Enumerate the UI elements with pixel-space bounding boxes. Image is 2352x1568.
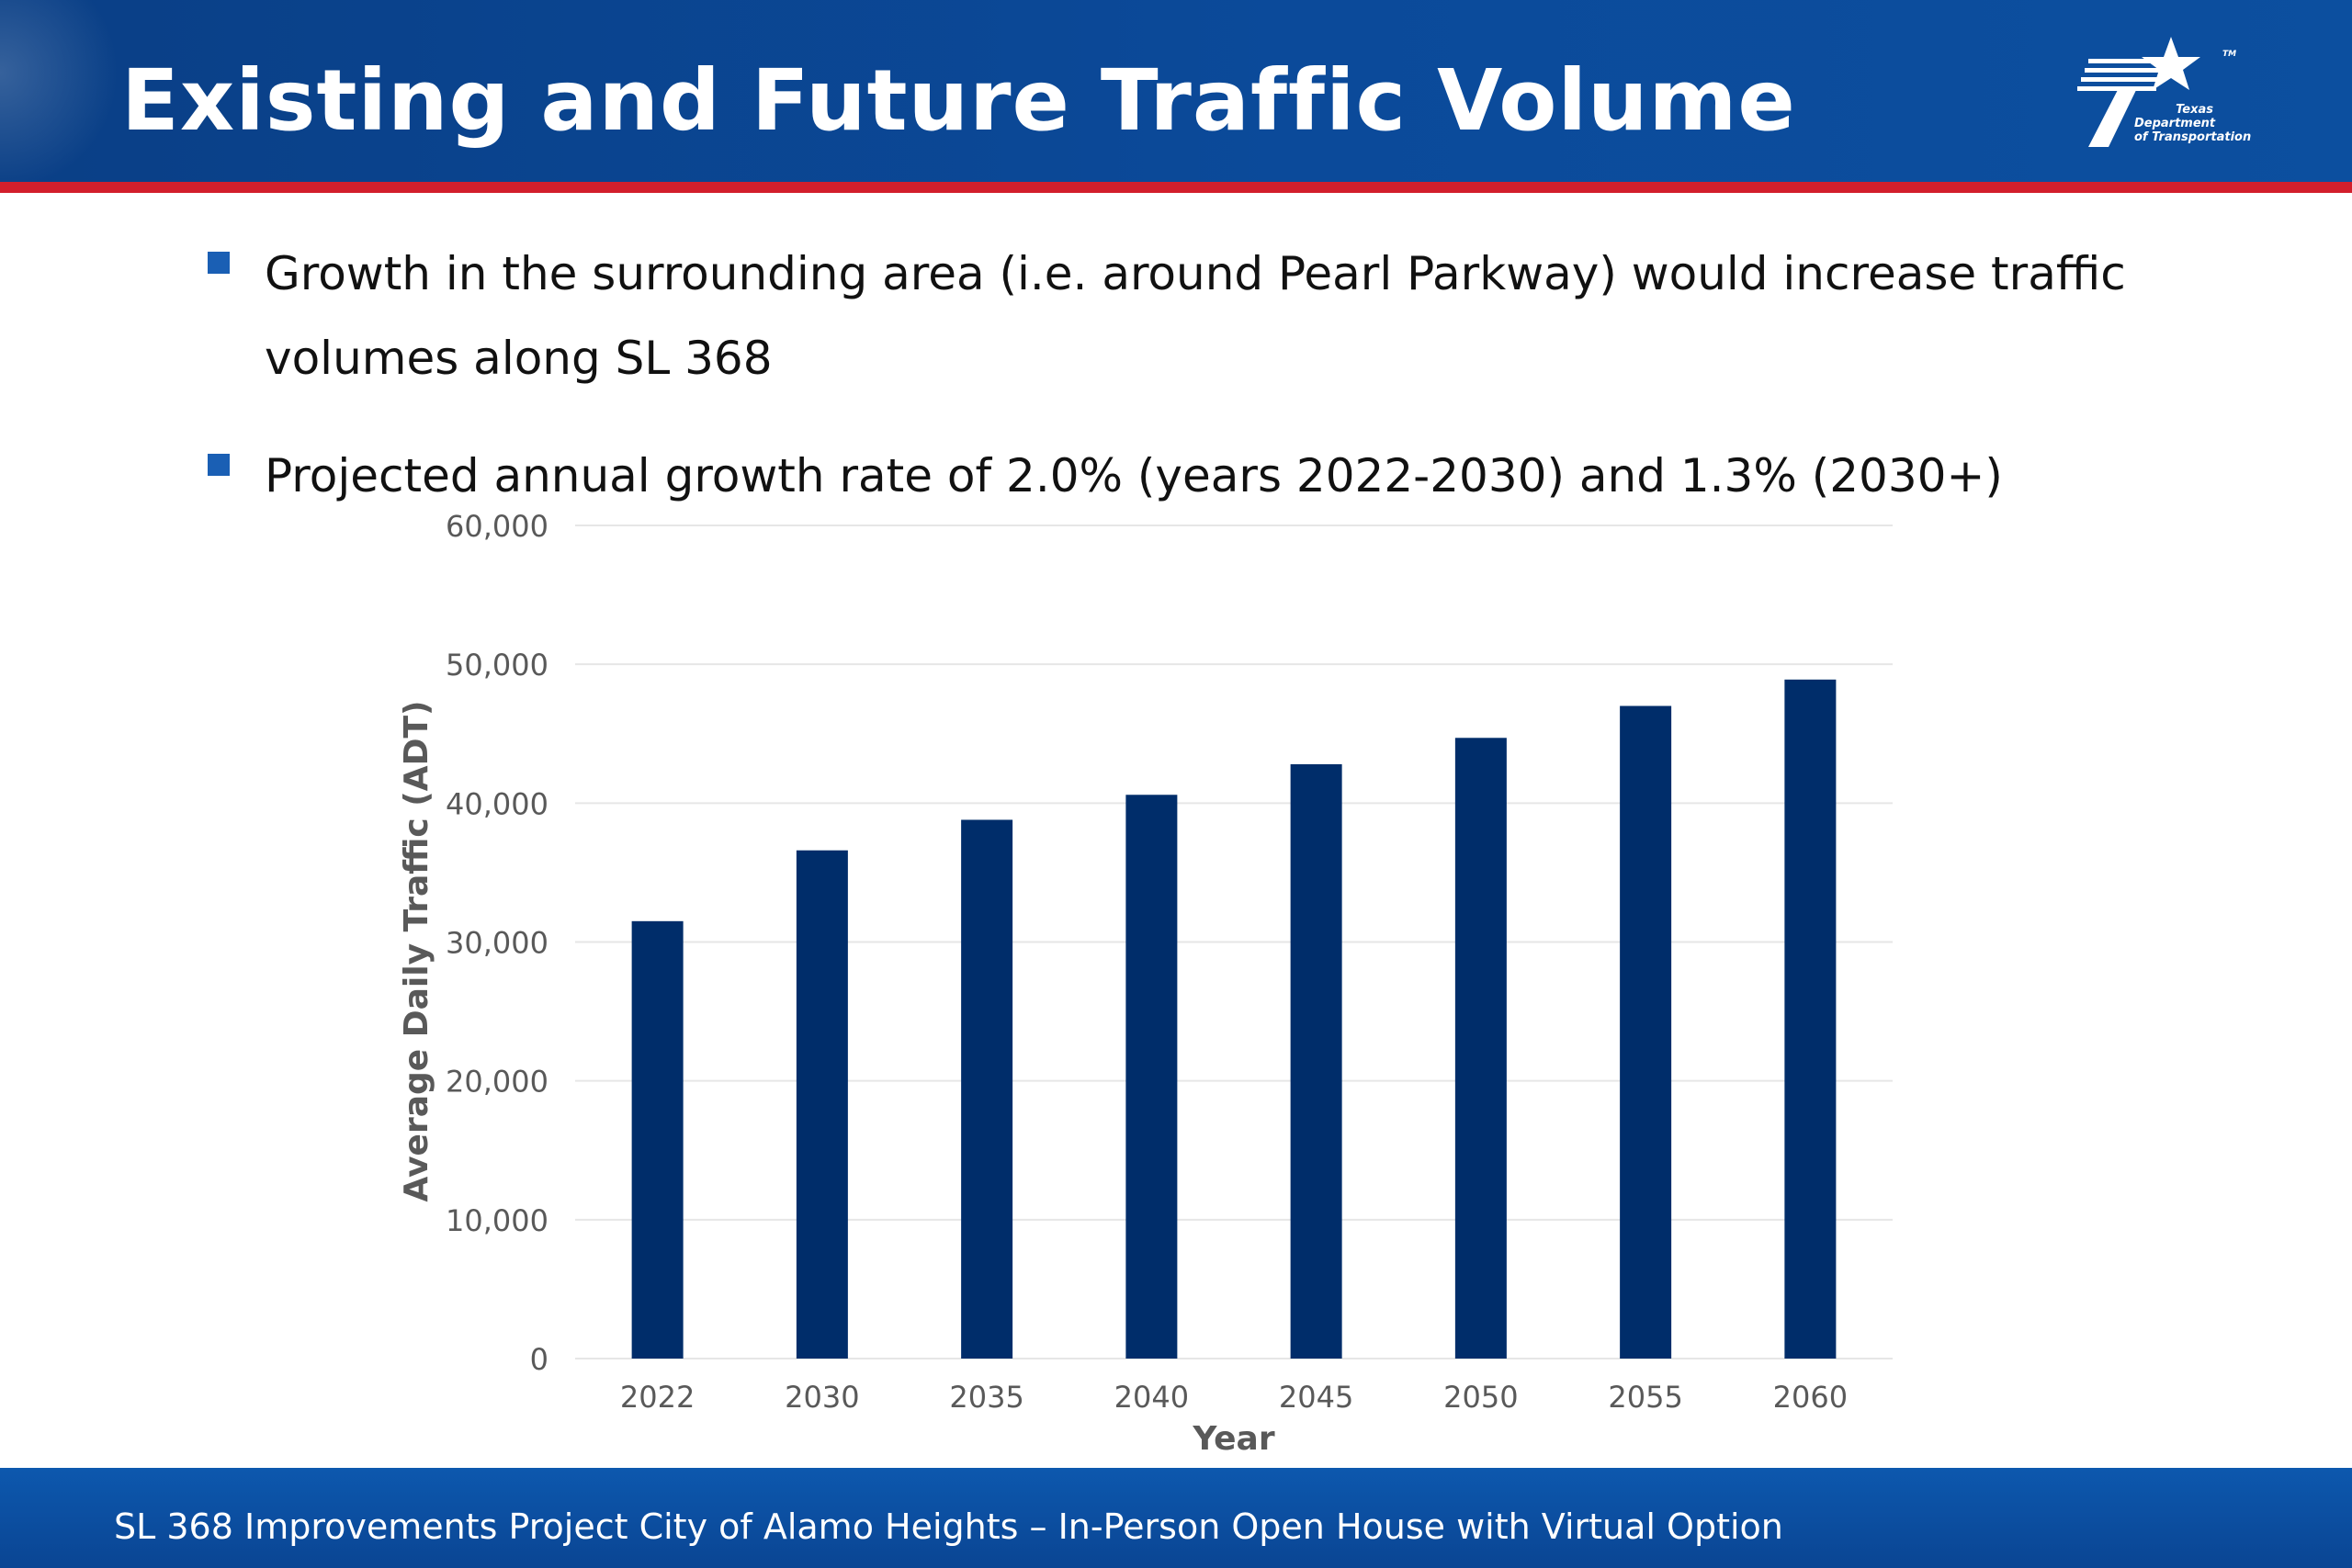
slide-title: Existing and Future Traffic Volume — [121, 51, 1796, 150]
bar-2040 — [1125, 795, 1178, 1359]
y-tick-label: 50,000 — [446, 648, 548, 682]
traffic-volume-bar-chart: 0 10,000 20,000 30,000 40,000 50,000 60,000 202… — [398, 509, 1893, 1458]
bullet-list: Growth in the surrounding area (i.e. aro… — [202, 231, 2242, 551]
bullet-item: Projected annual growth rate of 2.0% (ye… — [202, 434, 2242, 518]
x-tick-label: 2035 — [949, 1380, 1023, 1415]
x-tick-label: 2055 — [1608, 1380, 1682, 1415]
bar-2022 — [631, 920, 684, 1359]
logo-text-line-1: Texas — [2176, 103, 2213, 117]
y-tick-label: 0 — [530, 1342, 548, 1377]
txdot-logo: Texas Department of Transportation TM — [2072, 33, 2251, 154]
bullet-item: Growth in the surrounding area (i.e. aro… — [202, 231, 2242, 400]
bar-2045 — [1290, 764, 1342, 1359]
header-bar — [0, 0, 2352, 182]
header-accent-rule — [0, 182, 2352, 193]
logo-text-line-2: Department — [2134, 117, 2216, 130]
x-tick-label: 2060 — [1773, 1380, 1848, 1415]
x-tick-label: 2030 — [785, 1380, 859, 1415]
y-axis-title: Average Daily Traffic (ADT) — [398, 701, 435, 1202]
bar-2060 — [1784, 679, 1837, 1359]
y-tick-label: 40,000 — [446, 786, 548, 821]
x-tick-label: 2040 — [1114, 1380, 1189, 1415]
logo-trademark: TM — [2222, 50, 2237, 59]
x-tick-label: 2045 — [1279, 1380, 1353, 1415]
y-tick-label: 30,000 — [446, 926, 548, 961]
txdot-logo-icon — [2077, 37, 2200, 147]
bar-2050 — [1454, 738, 1507, 1359]
x-axis-title: Year — [1192, 1420, 1274, 1458]
footer-bar — [0, 1468, 2352, 1568]
x-tick-label: 2050 — [1443, 1380, 1518, 1415]
bar-2055 — [1620, 705, 1672, 1359]
x-tick-label: 2022 — [620, 1380, 695, 1415]
bullet-text: Projected annual growth rate of 2.0% (ye… — [265, 449, 2003, 502]
footer-text: SL 368 Improvements Project City of Alam… — [114, 1506, 1783, 1547]
y-tick-label: 10,000 — [446, 1203, 548, 1238]
bullet-square-icon — [208, 454, 230, 476]
y-tick-label: 20,000 — [446, 1065, 548, 1100]
bullet-text: Growth in the surrounding area (i.e. aro… — [265, 247, 2126, 385]
y-tick-label: 60,000 — [446, 509, 548, 544]
bullet-square-icon — [208, 252, 230, 274]
bar-2035 — [961, 819, 1013, 1359]
bar-2030 — [796, 850, 848, 1359]
